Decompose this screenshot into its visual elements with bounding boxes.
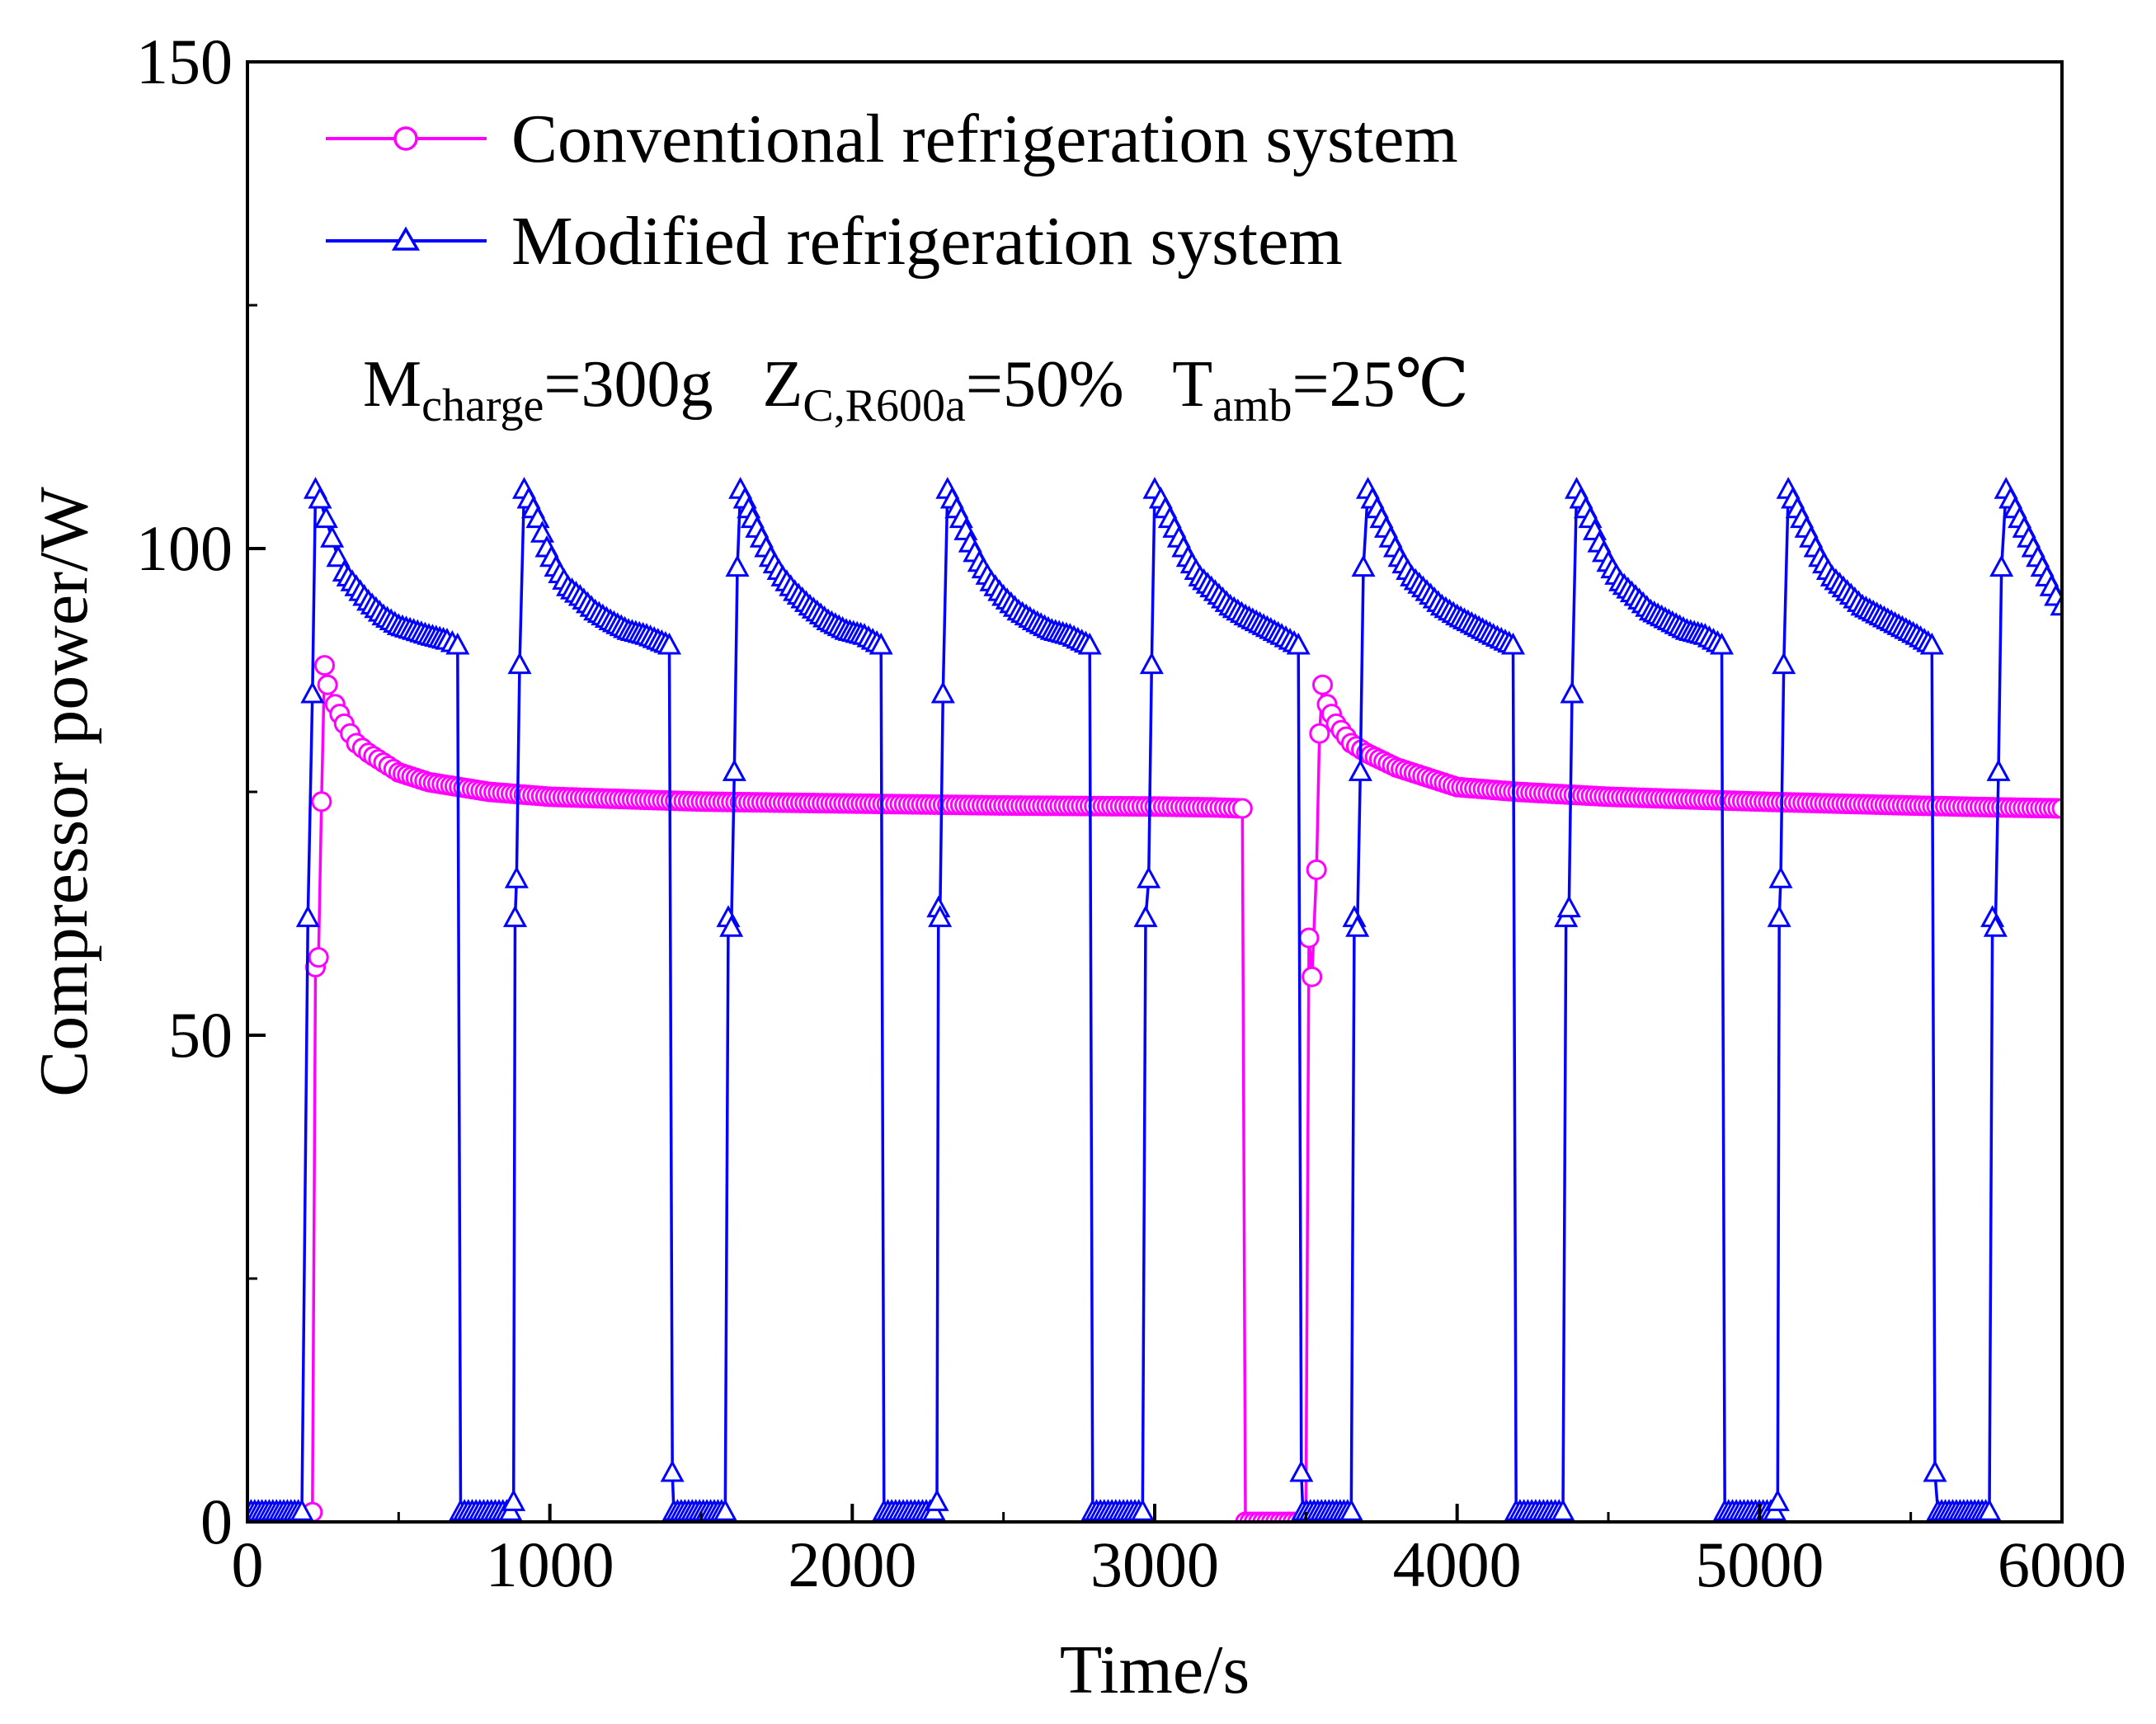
data-point (1339, 1499, 1363, 1521)
data-point (320, 525, 345, 548)
legend-label-conventional: Conventional refrigeration system (511, 101, 1458, 177)
annot-z-main: Z (762, 348, 803, 421)
data-point (317, 674, 338, 695)
annot-m-val: =300g (544, 348, 713, 421)
data-point (1765, 1489, 1790, 1511)
x-tick-label: 0 (232, 1529, 264, 1600)
y-tick-label: 50 (168, 999, 233, 1071)
data-point (713, 1499, 737, 1521)
annot-t-val: =25℃ (1292, 348, 1470, 421)
data-point (445, 632, 470, 655)
data-point (326, 544, 351, 568)
x-tick-label: 6000 (1998, 1529, 2126, 1600)
data-point (504, 866, 529, 888)
data-point (1560, 681, 1584, 704)
y-tick-label: 100 (136, 512, 233, 584)
x-tick-label: 1000 (486, 1529, 614, 1600)
x-axis-title: Time/s (1060, 1632, 1250, 1708)
legend-entry-modified: Modified refrigeration system (326, 203, 1343, 280)
data-point (1348, 759, 1372, 781)
y-axis-title: Compressor power/W (26, 487, 102, 1097)
series-modified (247, 477, 2062, 1521)
data-point (502, 905, 528, 927)
data-point (1768, 866, 1793, 888)
x-axis-ticks: 0 1000 2000 3000 4000 5000 6000 (232, 1504, 2126, 1600)
data-point (311, 791, 332, 813)
annot-z-val: =50% (966, 348, 1124, 421)
data-point (501, 1489, 526, 1511)
x-tick-label: 2000 (788, 1529, 916, 1600)
data-point (1133, 905, 1158, 927)
data-point (2050, 593, 2062, 616)
data-point (1986, 759, 2011, 781)
data-point (1772, 652, 1796, 675)
data-point (1351, 554, 1376, 577)
data-point (1139, 652, 1164, 675)
data-point (1306, 859, 1327, 880)
series-conventional (247, 655, 2062, 1522)
data-point (725, 554, 750, 577)
x-tick-label: 4000 (1393, 1529, 1522, 1600)
data-point (722, 759, 746, 781)
data-point (1551, 1499, 1575, 1521)
series-line (247, 485, 2062, 1514)
annot-t-main: T (1172, 348, 1212, 421)
data-point (1309, 723, 1330, 744)
legend-entry-conventional: Conventional refrigeration system (326, 101, 1458, 177)
data-point (1500, 632, 1526, 655)
data-point (1983, 915, 2008, 937)
data-point (930, 681, 955, 704)
series-layer (247, 477, 2062, 1522)
legend-marker-modified (391, 226, 421, 251)
x-tick-label: 3000 (1090, 1529, 1219, 1600)
data-point (1130, 1499, 1155, 1521)
data-point (1345, 915, 1370, 937)
x-tick-label: 5000 (1695, 1529, 1824, 1600)
data-point (657, 632, 682, 655)
annot-m-sub: charge (421, 380, 544, 431)
data-point (308, 486, 332, 509)
legend-marker-conventional (393, 126, 418, 151)
data-point (1709, 632, 1735, 655)
data-point (1077, 632, 1102, 655)
data-point (314, 655, 335, 676)
data-point (507, 652, 532, 675)
data-point (1989, 554, 2014, 577)
data-point (1231, 798, 1253, 819)
data-point (660, 1459, 685, 1482)
legend: Conventional refrigeration system Modifi… (326, 101, 1458, 280)
data-point (290, 1499, 314, 1521)
data-point (925, 1489, 949, 1511)
data-point (1767, 905, 1791, 927)
data-point (1312, 674, 1333, 695)
data-point (1977, 1499, 2002, 1521)
data-point (1289, 1459, 1314, 1482)
legend-label-modified: Modified refrigeration system (511, 203, 1343, 280)
data-point (2051, 798, 2062, 819)
data-point (1556, 895, 1581, 918)
data-point (313, 506, 338, 529)
annot-m-main: M (363, 348, 421, 421)
conditions-annotation: Mcharge=300g ZC,R600a=50% Tamb=25℃ (363, 348, 1469, 431)
data-point (1298, 927, 1320, 949)
plot-area (247, 477, 2062, 1522)
data-point (869, 632, 893, 655)
data-point (300, 681, 325, 704)
data-point (308, 947, 329, 968)
y-axis-ticks: 0 50 100 150 (136, 26, 266, 1557)
y-tick-label: 0 (200, 1486, 233, 1557)
data-point (1302, 966, 1323, 987)
y-tick-label: 150 (136, 26, 233, 97)
data-point (295, 905, 320, 927)
annot-z-sub: C,R600a (803, 380, 966, 431)
data-point (1137, 866, 1161, 888)
annot-t-sub: amb (1212, 380, 1292, 431)
data-point (1919, 632, 1944, 655)
data-point (719, 915, 744, 937)
data-point (928, 905, 953, 927)
data-point (1923, 1459, 1947, 1482)
data-point (1286, 632, 1311, 655)
